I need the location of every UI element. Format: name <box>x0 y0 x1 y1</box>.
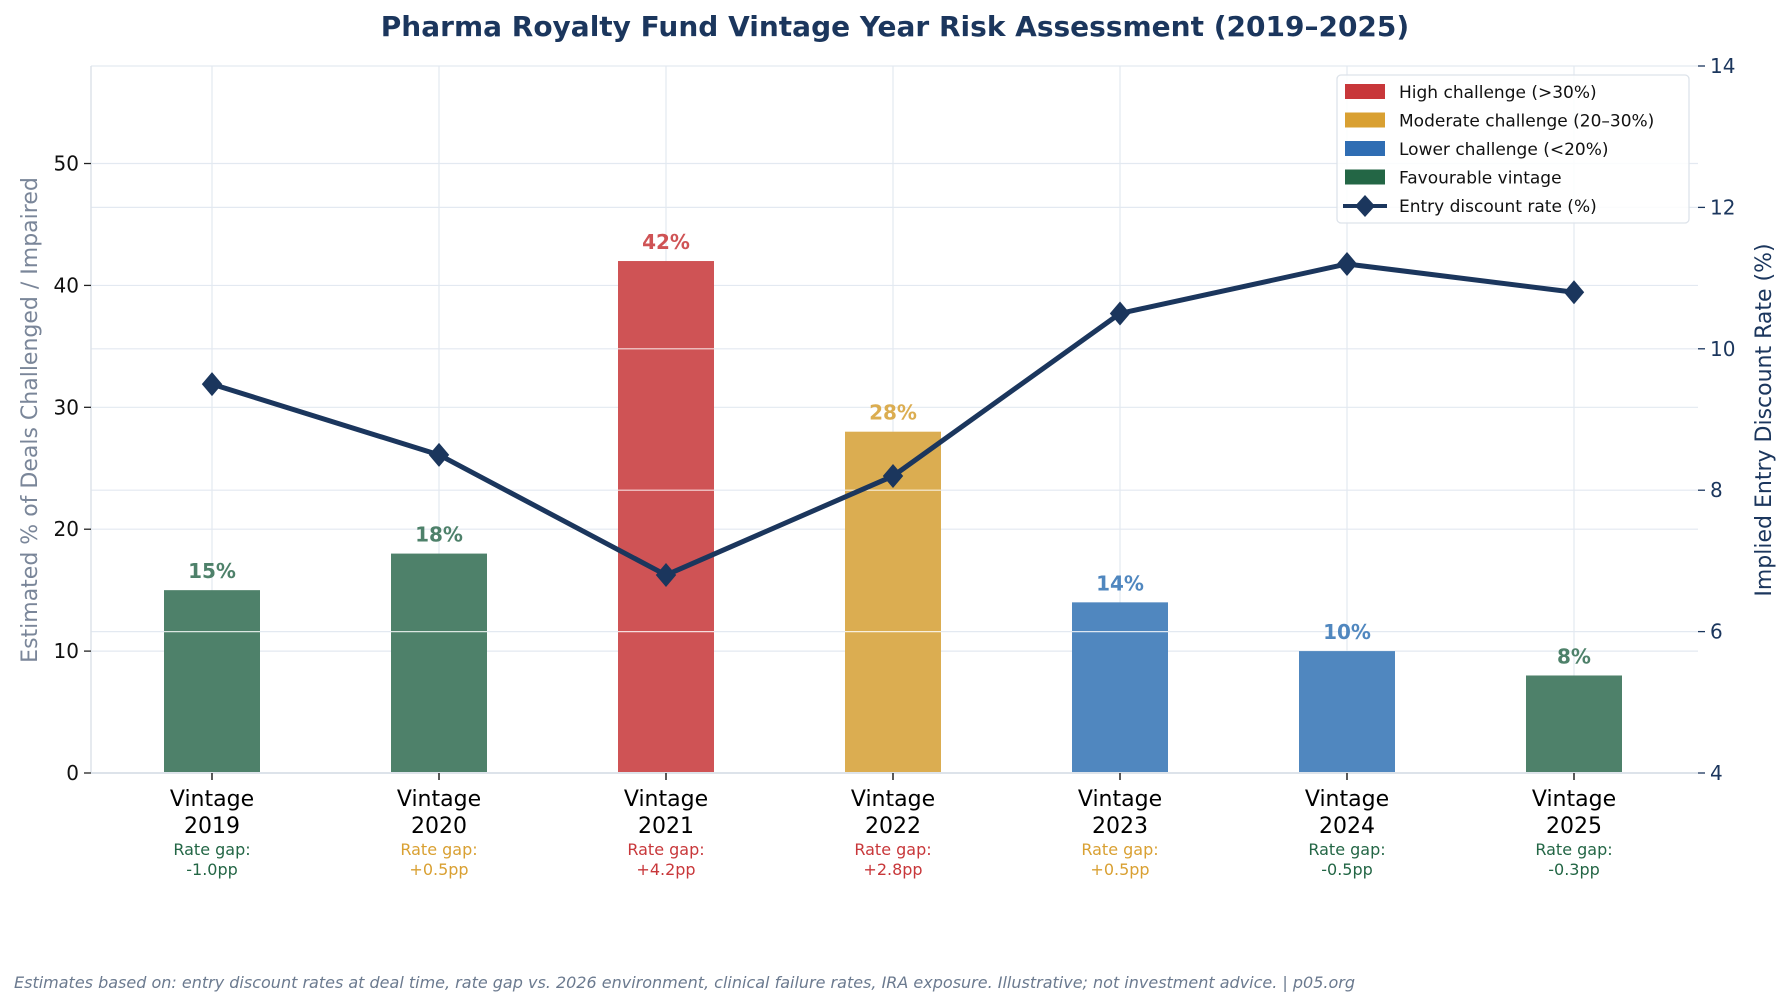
line-marker <box>1563 280 1585 305</box>
legend-label: Favourable vintage <box>1399 169 1562 189</box>
x-tick-label: Vintage <box>851 787 935 812</box>
rate-gap-value: +4.2pp <box>636 860 695 879</box>
bar <box>164 590 260 773</box>
legend-box <box>1336 74 1690 224</box>
legend-swatch-high <box>1345 84 1385 99</box>
legend-label: Lower challenge (<20%) <box>1399 140 1609 160</box>
x-tick-label-year: 2022 <box>865 814 921 839</box>
y-tick-label: 30 <box>54 395 79 419</box>
line-marker <box>1336 251 1358 276</box>
y-tick-label: 50 <box>54 152 79 176</box>
y-right-tick-label: 6 <box>1710 620 1723 644</box>
y-axis-right-label: Implied Entry Discount Rate (%) <box>1752 243 1777 596</box>
bar-value-label: 14% <box>1096 571 1144 595</box>
rate-gap-label: Rate gap: <box>854 840 931 859</box>
x-tick-label-year: 2025 <box>1546 814 1602 839</box>
rate-gap-label: Rate gap: <box>1308 840 1385 859</box>
x-tick-label: Vintage <box>397 787 481 812</box>
x-tick-label: Vintage <box>624 787 708 812</box>
legend-label: Moderate challenge (20–30%) <box>1399 112 1654 132</box>
x-tick-label-year: 2019 <box>184 814 240 839</box>
rate-gap-label: Rate gap: <box>1535 840 1612 859</box>
x-tick-label: Vintage <box>1532 787 1616 812</box>
legend-label: Entry discount rate (%) <box>1399 197 1597 217</box>
rate-gap-value: -1.0pp <box>186 860 238 879</box>
y-right-tick-label: 8 <box>1710 478 1723 502</box>
y-axis-left-label: Estimated % of Deals Challenged / Impair… <box>18 177 43 663</box>
y-right-tick-label: 12 <box>1710 195 1735 219</box>
y-tick-label: 20 <box>54 517 79 541</box>
legend-swatch-lower <box>1345 141 1385 156</box>
bar-value-label: 8% <box>1557 644 1591 668</box>
chart-title: Pharma Royalty Fund Vintage Year Risk As… <box>381 10 1409 43</box>
x-tick-label: Vintage <box>1078 787 1162 812</box>
rate-gap-label: Rate gap: <box>1081 840 1158 859</box>
rate-gap-value: +0.5pp <box>1090 860 1149 879</box>
rate-gap-label: Rate gap: <box>627 840 704 859</box>
y-right-tick-label: 4 <box>1710 761 1723 785</box>
x-tick-label-year: 2020 <box>411 814 467 839</box>
bar <box>1072 602 1168 773</box>
line-marker <box>1109 301 1131 326</box>
rate-gap-label: Rate gap: <box>400 840 477 859</box>
discount-rate-line <box>201 251 1585 588</box>
bar <box>618 261 714 773</box>
legend-swatch-moderate <box>1345 112 1385 128</box>
rate-gap-value: +0.5pp <box>409 860 468 879</box>
x-tick-label-year: 2024 <box>1319 814 1375 839</box>
bar <box>1299 651 1395 773</box>
legend: High challenge (>30%) Moderate challenge … <box>1336 74 1690 224</box>
bar-value-label: 10% <box>1323 620 1371 644</box>
bar-labels: 15% 18% 42% 28% 14% 10% 8% <box>188 230 1591 668</box>
bars <box>164 261 1622 773</box>
x-tick-label-year: 2021 <box>638 814 694 839</box>
bar <box>1526 675 1622 773</box>
legend-label: High challenge (>30%) <box>1399 83 1597 103</box>
line-marker <box>882 464 904 489</box>
rate-gap-label: Rate gap: <box>173 840 250 859</box>
bar-value-label: 28% <box>869 401 917 425</box>
bar-value-label: 18% <box>415 523 463 547</box>
x-tick-label-year: 2023 <box>1092 814 1148 839</box>
y-right-tick-label: 10 <box>1710 337 1735 361</box>
line-marker <box>201 372 223 397</box>
x-tick-label: Vintage <box>1305 787 1389 812</box>
y-tick-label: 40 <box>54 273 79 297</box>
bar-value-label: 42% <box>642 230 690 254</box>
legend-swatch-favourable <box>1345 169 1385 185</box>
line-marker <box>655 563 677 588</box>
y-tick-label: 0 <box>66 761 79 785</box>
rate-gap-value: +2.8pp <box>863 860 922 879</box>
rate-gap-value: -0.3pp <box>1548 860 1600 879</box>
footnote: Estimates based on: entry discount rates… <box>14 973 1355 992</box>
line-marker <box>428 442 450 467</box>
rate-gap-value: -0.5pp <box>1321 860 1373 879</box>
y-tick-label: 10 <box>54 639 79 663</box>
legend-diamond-icon <box>1355 195 1375 217</box>
axes <box>90 66 1698 774</box>
x-tick-label: Vintage <box>170 787 254 812</box>
y-axis-left-ticks: 0 10 20 30 40 50 <box>54 152 91 785</box>
bar <box>391 553 487 773</box>
bar-value-label: 15% <box>188 559 236 583</box>
y-right-tick-label: 14 <box>1710 54 1735 78</box>
y-axis-right-ticks: 4 6 8 10 12 14 <box>1698 54 1735 785</box>
